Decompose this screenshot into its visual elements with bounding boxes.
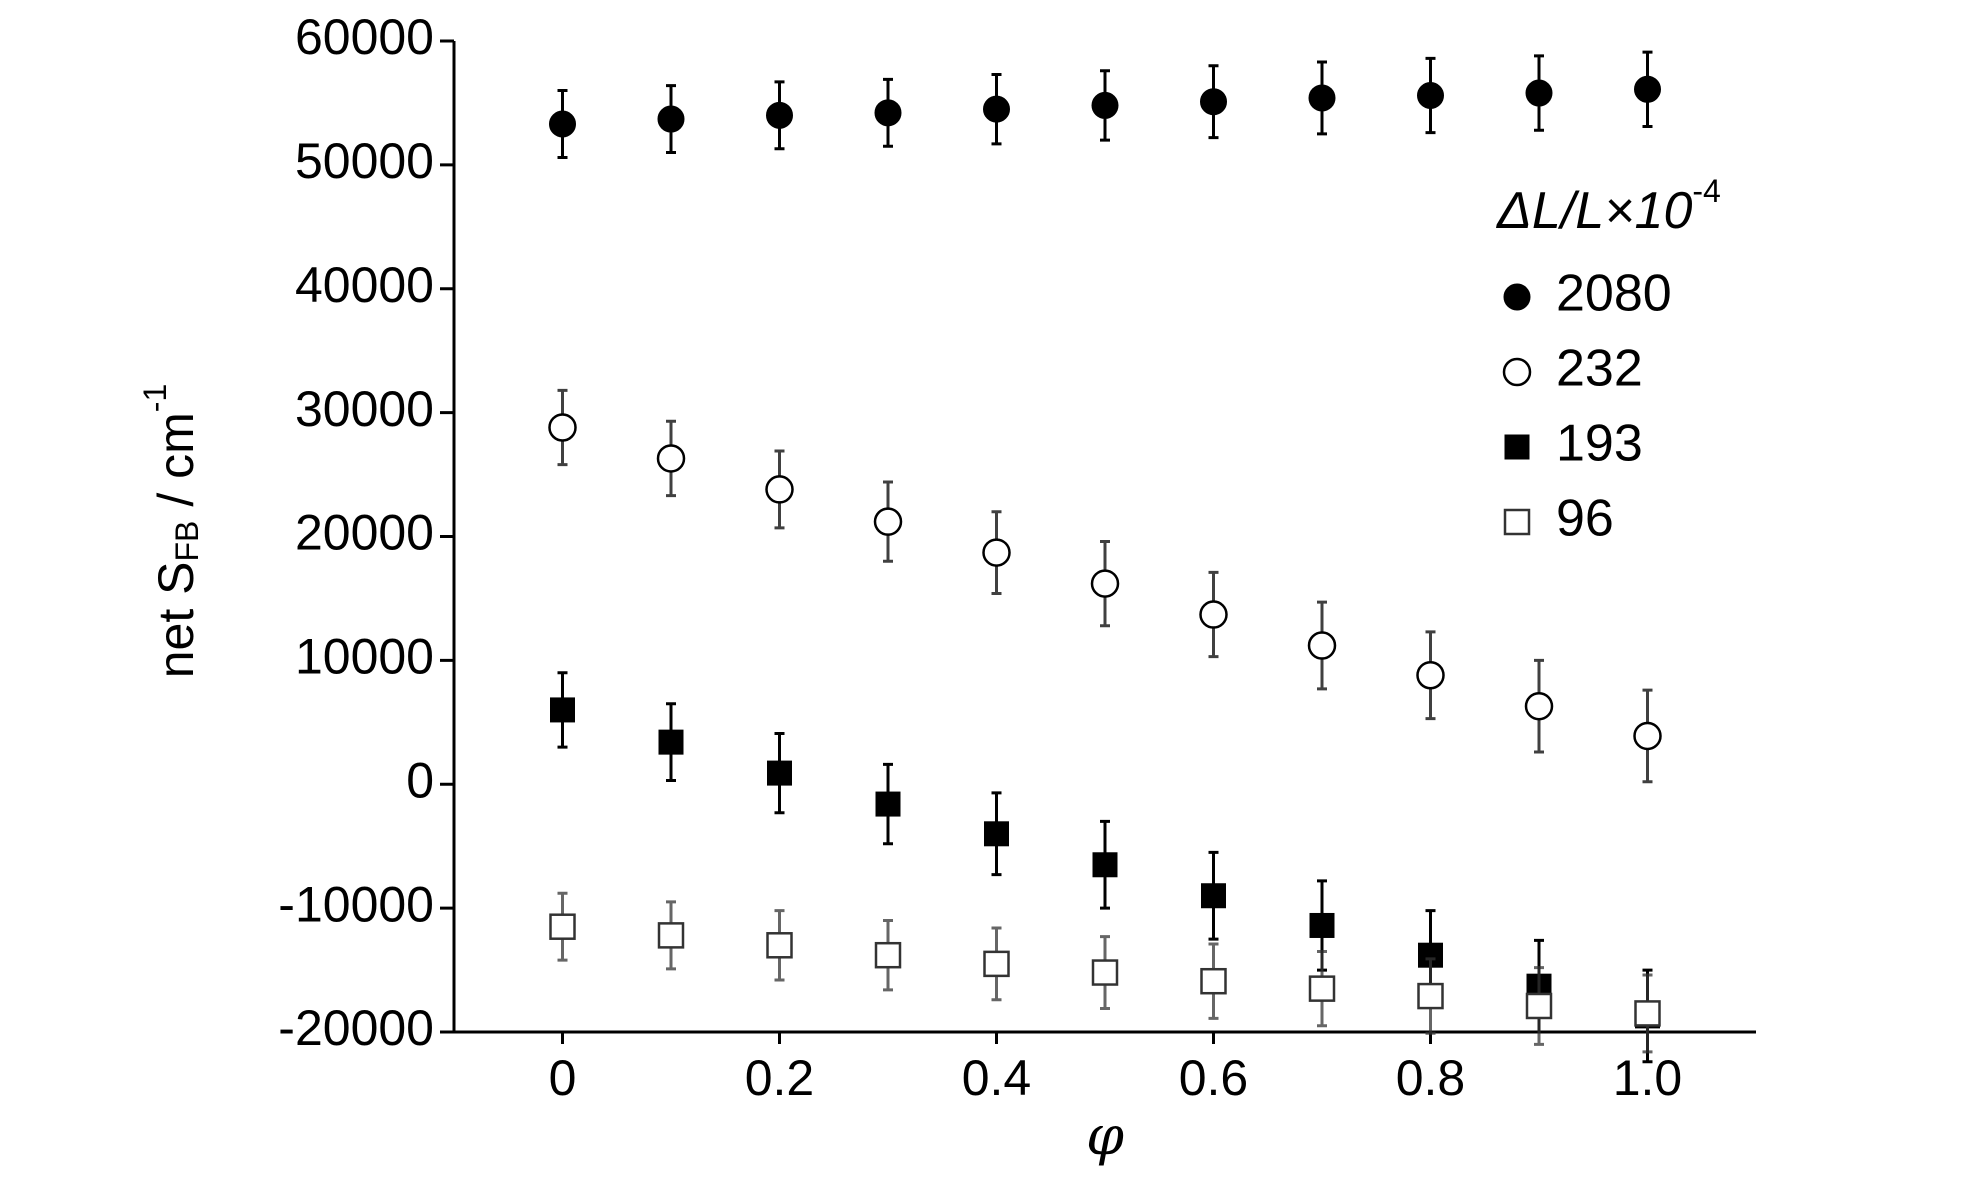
x-tick-label: 0.8	[1396, 1050, 1466, 1106]
y-tick-label: -20000	[278, 1000, 434, 1056]
data-point	[767, 760, 792, 786]
data-point	[984, 821, 1009, 847]
y-tick-label: 10000	[295, 629, 434, 685]
legend-title-text: ΔL/L×10	[1495, 182, 1692, 240]
data-point	[1090, 569, 1120, 598]
data-point	[1201, 883, 1226, 909]
data-point	[1416, 660, 1445, 690]
data-point	[983, 95, 1010, 123]
y-tick-label: 40000	[295, 257, 434, 313]
data-point	[766, 101, 793, 129]
legend-label: 193	[1556, 415, 1643, 473]
x-tick-label: 0.4	[962, 1050, 1032, 1106]
data-point	[1633, 721, 1662, 751]
x-tick-label: 0	[549, 1050, 577, 1106]
data-point	[1200, 967, 1227, 995]
data-point	[1308, 975, 1336, 1002]
x-tick-label: 0.6	[1179, 1050, 1249, 1106]
legend-title-superscript: -4	[1692, 173, 1720, 209]
y-label-unit: / cm	[148, 412, 204, 506]
data-point	[1524, 691, 1554, 721]
data-point	[1200, 88, 1227, 116]
y-tick-label: 20000	[295, 505, 434, 561]
data-point	[983, 950, 1010, 978]
y-tick-label: 60000	[295, 9, 434, 65]
data-point	[765, 475, 794, 504]
data-point	[548, 413, 577, 442]
legend-marker	[1503, 283, 1531, 311]
data-point	[873, 507, 903, 536]
data-point	[657, 922, 685, 949]
legend-label: 96	[1556, 490, 1614, 548]
x-tick-label: 0.2	[745, 1050, 815, 1106]
y-tick-label: 30000	[295, 381, 434, 437]
y-label-superscript: -1	[137, 384, 173, 412]
data-point	[1417, 982, 1444, 1010]
data-point	[549, 110, 576, 138]
data-point	[1525, 992, 1553, 1020]
data-point	[1634, 75, 1661, 103]
data-point	[1307, 631, 1337, 660]
legend-marker	[1504, 434, 1530, 460]
data-point	[1309, 912, 1335, 938]
y-axis-label: net SFB / cm-1	[137, 384, 205, 679]
data-point	[1308, 84, 1336, 112]
data-point	[875, 791, 901, 817]
legend-title: ΔL/L×10-4	[1495, 173, 1721, 239]
data-point	[874, 99, 902, 127]
x-axis-label: φ	[1086, 1104, 1124, 1167]
data-point	[766, 932, 793, 959]
data-point	[549, 913, 576, 940]
legend-marker	[1503, 508, 1531, 536]
y-tick-label: 50000	[295, 133, 434, 189]
legend-marker	[1502, 357, 1532, 387]
legend-label: 232	[1556, 340, 1643, 398]
y-label-subscript: FB	[169, 521, 205, 562]
data-point	[1092, 852, 1118, 878]
data-point	[1091, 91, 1119, 119]
data-point	[1199, 600, 1228, 629]
data-point	[658, 729, 684, 755]
data-point	[982, 538, 1011, 567]
data-point	[656, 444, 686, 473]
data-point	[550, 697, 575, 723]
data-point	[1525, 79, 1553, 107]
data-point	[657, 105, 685, 133]
y-tick-label: -10000	[278, 876, 434, 932]
data-point	[874, 941, 902, 969]
legend-label: 2080	[1556, 265, 1672, 323]
data-point	[1091, 959, 1119, 986]
y-label-text: net S	[148, 562, 204, 679]
data-point	[1417, 82, 1444, 110]
y-tick-label: 0	[406, 752, 434, 808]
data-point	[1634, 1000, 1661, 1027]
